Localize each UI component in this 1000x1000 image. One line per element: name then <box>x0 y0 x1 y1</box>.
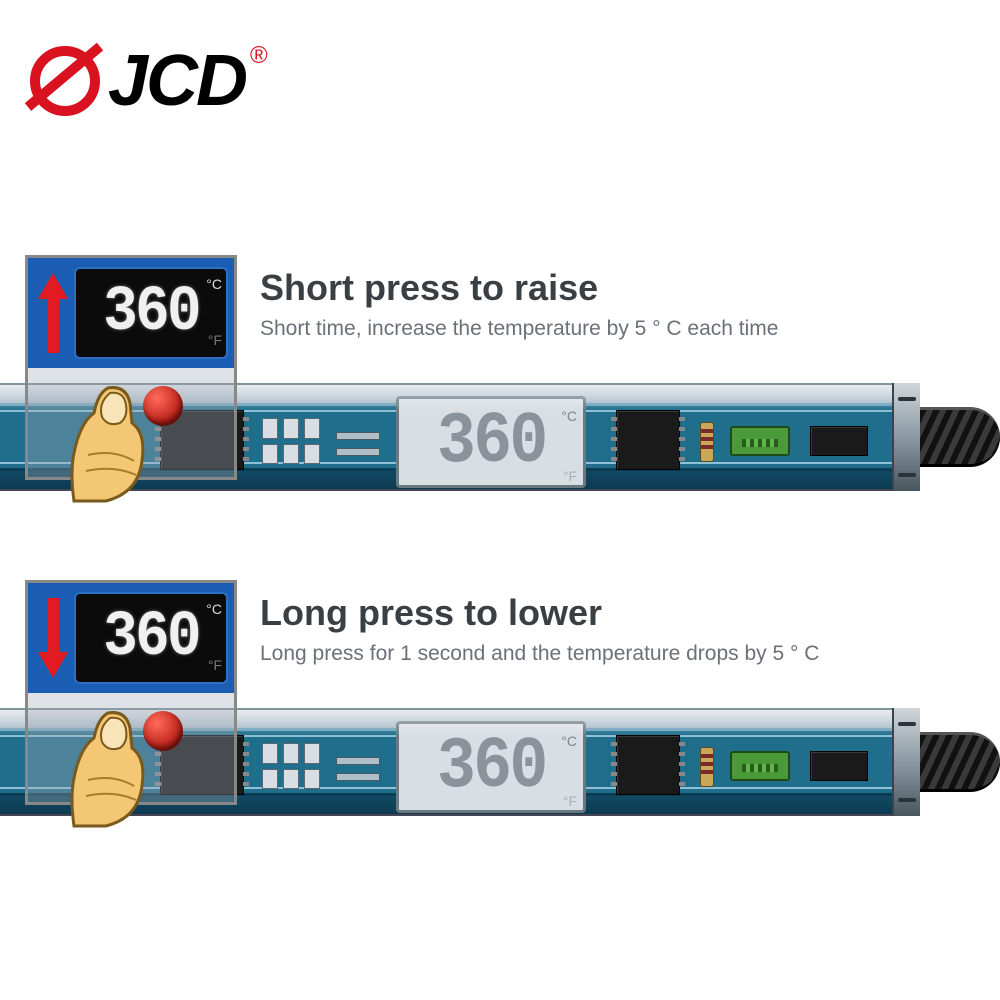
ic-small-icon <box>810 751 868 781</box>
arrow-up-icon <box>38 273 68 353</box>
unit-f: °F <box>563 469 577 483</box>
solder-pads-icon <box>262 418 320 464</box>
lower-text: Long press to lower Long press for 1 sec… <box>260 592 980 666</box>
handle-temp-value: 360 <box>437 726 546 808</box>
brand-name: JCD <box>108 40 246 122</box>
callout-temp-value: 360 <box>103 602 199 674</box>
unit-c: °C <box>206 602 222 616</box>
ic-small-icon <box>810 426 868 456</box>
tube-endcap <box>892 383 920 491</box>
handle-temp-value: 360 <box>437 401 546 483</box>
lower-title: Long press to lower <box>260 592 980 634</box>
callout-raise: 360 °C °F <box>25 255 237 480</box>
unit-c: °C <box>561 734 577 748</box>
thumb-press-icon <box>68 708 158 828</box>
unit-f: °F <box>563 794 577 808</box>
arrow-down-icon <box>38 598 68 678</box>
power-cable <box>920 708 1000 816</box>
unit-f: °F <box>208 333 222 347</box>
callout-lcd: 360 °C °F <box>74 267 228 359</box>
handle-lcd: 360 °C °F <box>396 396 586 488</box>
ic-chip-icon <box>616 410 680 470</box>
tube-endcap <box>892 708 920 816</box>
brand-logo: JCD ® <box>30 40 268 122</box>
solder-pads-icon <box>262 743 320 789</box>
lower-subtitle: Long press for 1 second and the temperat… <box>260 642 980 666</box>
callout-temp-value: 360 <box>103 277 199 349</box>
unit-c: °C <box>206 277 222 291</box>
capacitor-row-icon <box>336 757 380 781</box>
unit-c: °C <box>561 409 577 423</box>
raise-title: Short press to raise <box>260 267 980 309</box>
unit-f: °F <box>208 658 222 672</box>
raise-text: Short press to raise Short time, increas… <box>260 267 980 341</box>
callout-lower: 360 °C °F <box>25 580 237 805</box>
raise-subtitle: Short time, increase the temperature by … <box>260 317 980 341</box>
green-capacitor-icon <box>730 426 790 456</box>
registered-mark: ® <box>250 42 268 70</box>
capacitor-row-icon <box>336 432 380 456</box>
callout-lcd: 360 °C °F <box>74 592 228 684</box>
resistor-icon <box>700 747 714 787</box>
green-capacitor-icon <box>730 751 790 781</box>
thumb-press-icon <box>68 383 158 503</box>
resistor-icon <box>700 422 714 462</box>
handle-lcd: 360 °C °F <box>396 721 586 813</box>
logo-mark-icon <box>30 46 100 116</box>
power-cable <box>920 383 1000 491</box>
ic-chip-icon <box>616 735 680 795</box>
